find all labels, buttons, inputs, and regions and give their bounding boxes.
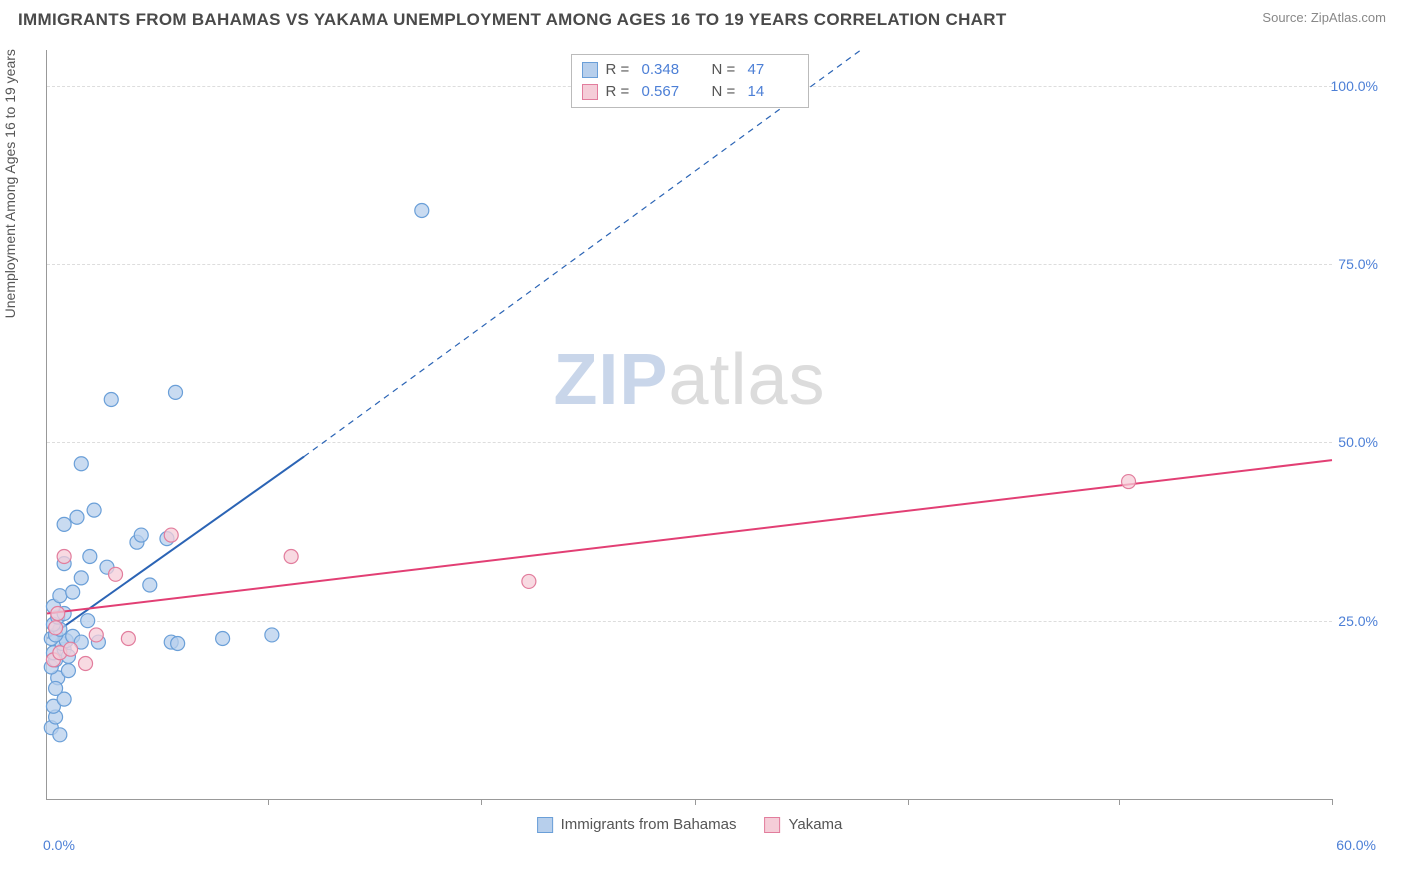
data-point [522,574,536,588]
source-attribution: Source: ZipAtlas.com [1262,10,1386,25]
data-point [49,681,63,695]
legend-label: Yakama [788,816,842,833]
y-axis-label: Unemployment Among Ages 16 to 19 years [2,49,18,318]
data-point [64,642,78,656]
legend-label: Immigrants from Bahamas [561,816,737,833]
data-point [66,585,80,599]
stat-r-label: R = [606,59,634,81]
data-point [70,510,84,524]
stat-r-value: 0.348 [642,59,690,81]
stat-r-label: R = [606,81,634,103]
correlation-stats-box: R = 0.348 N = 47 R = 0.567 N = 14 [571,54,809,108]
y-tick-label: 75.0% [1338,256,1378,272]
data-point [121,632,135,646]
data-point [57,549,71,563]
data-point [53,728,67,742]
x-tick [1119,799,1120,805]
x-tick [695,799,696,805]
y-tick-label: 50.0% [1338,434,1378,450]
scatter-plot-svg [47,50,1332,799]
chart-legend: Immigrants from Bahamas Yakama [537,816,843,833]
stat-n-label: N = [712,81,740,103]
data-point [74,457,88,471]
stat-row: R = 0.567 N = 14 [582,81,796,103]
stat-r-value: 0.567 [642,81,690,103]
data-point [415,204,429,218]
data-point [134,528,148,542]
stat-row: R = 0.348 N = 47 [582,59,796,81]
data-point [51,607,65,621]
data-point [83,549,97,563]
legend-item: Immigrants from Bahamas [537,816,737,833]
legend-item: Yakama [764,816,842,833]
data-point [49,621,63,635]
data-point [53,589,67,603]
source-link[interactable]: ZipAtlas.com [1311,10,1386,25]
data-point [79,656,93,670]
legend-swatch [764,817,780,833]
x-tick [908,799,909,805]
data-point [1122,475,1136,489]
series-swatch [582,84,598,100]
regression-line [47,457,304,639]
data-point [57,517,71,531]
data-point [216,632,230,646]
stat-n-value: 14 [748,81,796,103]
regression-line-extrapolated [304,50,861,457]
data-point [284,549,298,563]
data-point [169,385,183,399]
data-point [61,664,75,678]
legend-swatch [537,817,553,833]
y-tick-label: 25.0% [1338,613,1378,629]
data-point [171,636,185,650]
data-point [109,567,123,581]
data-point [265,628,279,642]
stat-n-label: N = [712,59,740,81]
data-point [164,528,178,542]
data-point [81,614,95,628]
x-axis-min-label: 0.0% [43,837,75,853]
plot-area: ZIPatlas 25.0%50.0%75.0%100.0% R =0.348N… [46,50,1332,800]
data-point [74,571,88,585]
series-swatch [582,62,598,78]
x-tick [268,799,269,805]
y-tick-label: 100.0% [1331,78,1378,94]
data-point [104,393,118,407]
x-tick [1332,799,1333,805]
data-point [89,628,103,642]
chart-container: Unemployment Among Ages 16 to 19 years Z… [46,50,1380,840]
x-tick [481,799,482,805]
regression-line [47,460,1332,613]
data-point [87,503,101,517]
data-point [143,578,157,592]
x-axis-max-label: 60.0% [1336,837,1376,853]
chart-title: IMMIGRANTS FROM BAHAMAS VS YAKAMA UNEMPL… [18,10,1007,30]
stat-n-value: 47 [748,59,796,81]
